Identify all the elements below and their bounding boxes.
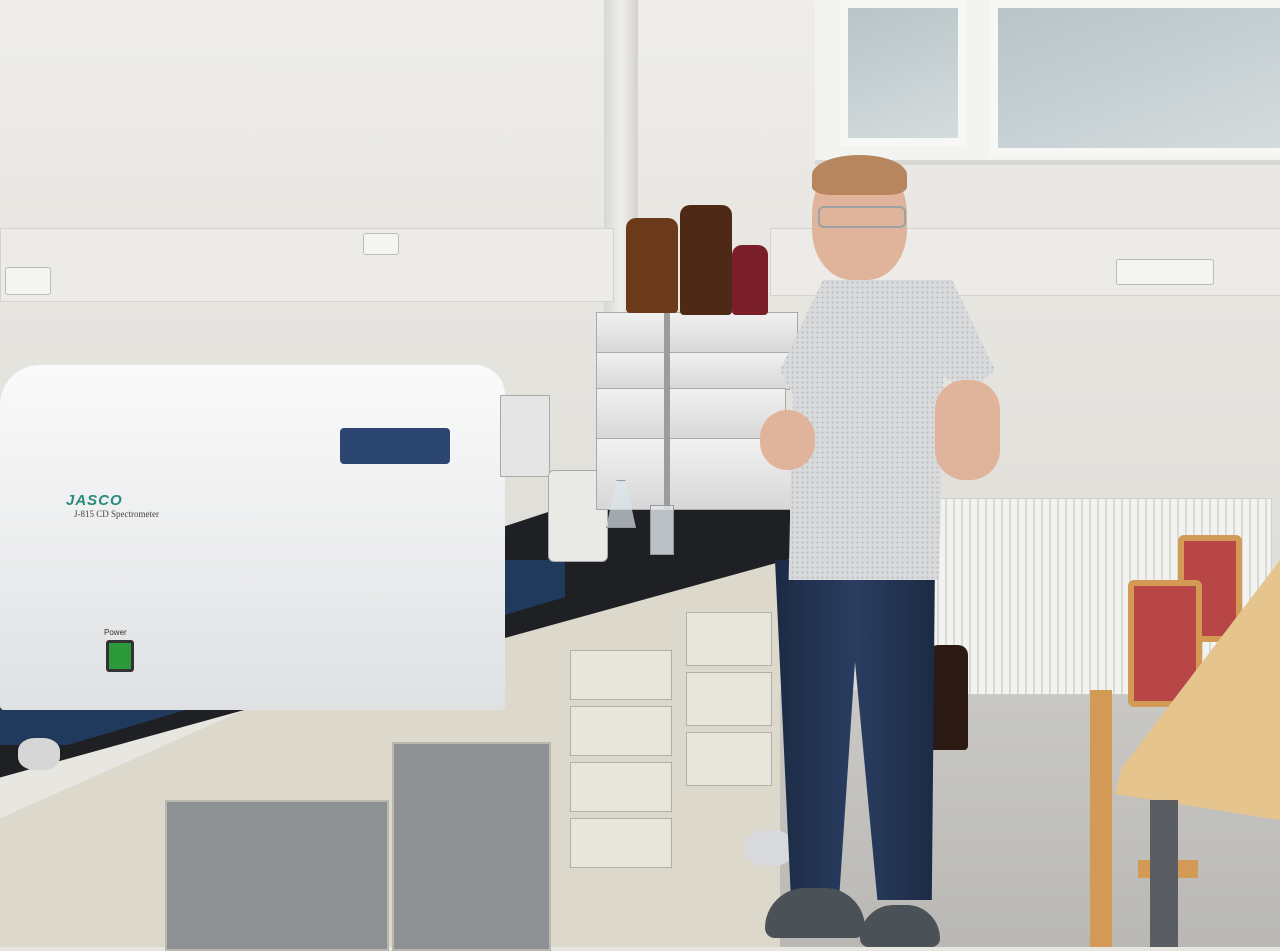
- person-arm: [935, 380, 1000, 480]
- spectrometer-display-panel: [340, 428, 450, 464]
- person-shoe: [860, 905, 940, 947]
- person-hair: [812, 155, 907, 195]
- table-leg: [1150, 800, 1178, 947]
- drawer: [570, 650, 672, 700]
- hplc-module: [596, 388, 786, 440]
- floor-bottle: [928, 645, 968, 750]
- hplc-module: [596, 312, 798, 354]
- tissue: [18, 738, 60, 770]
- window: [815, 0, 1280, 166]
- solvent-bottle: [732, 245, 768, 315]
- power-label: Power: [104, 628, 127, 637]
- drawer: [570, 762, 672, 812]
- cabinet-door-right: [392, 742, 551, 951]
- window-pane-left: [840, 0, 966, 146]
- cd-spectrometer: [0, 365, 505, 710]
- retort-stand-rod: [664, 270, 670, 510]
- chair-leg: [1090, 690, 1112, 947]
- drawer: [570, 818, 672, 868]
- spectrometer-brand: JASCO: [66, 492, 123, 509]
- window-pane-right: [990, 0, 1280, 156]
- person-hands: [760, 410, 815, 470]
- solvent-bottle: [626, 218, 678, 313]
- solvent-bottle: [680, 205, 732, 315]
- cabinet-door-left: [165, 800, 389, 951]
- hplc-module: [596, 352, 790, 390]
- sample-accessory: [500, 395, 550, 477]
- power-strip: [1116, 259, 1214, 285]
- person-shoe: [765, 888, 865, 938]
- cable-trunking-left: [0, 228, 614, 302]
- drawer: [686, 612, 772, 666]
- drawer: [686, 732, 772, 786]
- safety-glasses: [818, 206, 906, 228]
- spectrometer-model: J-815 CD Spectrometer: [74, 509, 159, 519]
- power-socket: [5, 267, 51, 295]
- sample-vial: [650, 505, 674, 555]
- aluminium-foil: [745, 830, 793, 866]
- drawer: [570, 706, 672, 756]
- network-socket: [363, 233, 399, 255]
- power-button[interactable]: [106, 640, 134, 672]
- drawer: [686, 672, 772, 726]
